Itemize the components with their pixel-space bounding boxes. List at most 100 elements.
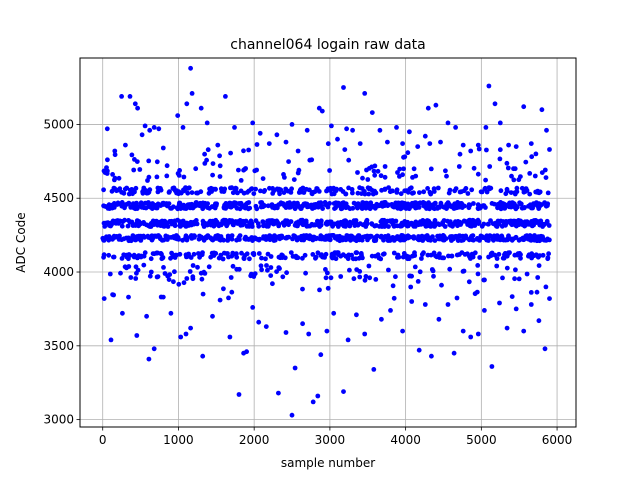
data-point: [485, 233, 491, 239]
data-point: [301, 201, 307, 207]
data-point: [432, 218, 438, 223]
data-point: [475, 263, 481, 268]
data-point: [309, 191, 315, 197]
data-point: [274, 269, 279, 274]
data-point: [265, 251, 271, 257]
data-point: [391, 204, 397, 210]
data-point: [513, 218, 518, 224]
data-point: [427, 189, 433, 195]
data-point: [293, 222, 298, 228]
data-point: [296, 204, 301, 209]
data-point: [379, 316, 384, 322]
data-point: [395, 234, 400, 239]
data-point: [164, 173, 170, 179]
data-point: [176, 281, 182, 287]
data-point: [382, 174, 388, 180]
data-point: [249, 220, 255, 226]
data-point: [462, 252, 468, 257]
data-point: [536, 263, 542, 268]
data-point: [340, 202, 346, 208]
data-point: [191, 251, 197, 257]
data-point: [484, 147, 489, 153]
data-point: [431, 186, 437, 192]
data-point: [318, 218, 324, 224]
y-axis-ticks: 3000 3500 4000 4500 5000: [43, 117, 80, 427]
data-point: [524, 271, 530, 277]
data-point: [329, 191, 335, 197]
data-point: [276, 186, 282, 192]
data-point: [300, 255, 305, 261]
data-point: [135, 105, 141, 111]
data-point: [547, 147, 552, 152]
data-point: [435, 185, 441, 191]
data-point: [135, 235, 141, 241]
data-point: [174, 189, 180, 194]
data-point: [204, 157, 210, 163]
data-point: [175, 113, 181, 118]
data-point: [127, 187, 133, 193]
data-point: [537, 222, 543, 228]
data-point: [160, 145, 166, 151]
data-point: [401, 166, 406, 172]
data-point: [168, 310, 174, 316]
data-point: [252, 235, 258, 241]
data-point: [509, 173, 514, 179]
data-point: [154, 174, 160, 180]
data-point: [184, 101, 190, 107]
data-point: [230, 201, 236, 207]
data-point: [111, 292, 116, 298]
data-point: [329, 123, 334, 129]
data-point: [324, 328, 330, 334]
data-point: [516, 276, 522, 282]
data-point: [542, 346, 548, 352]
data-point: [307, 187, 312, 193]
data-point: [125, 223, 131, 229]
data-point: [314, 186, 320, 192]
data-point: [345, 337, 351, 343]
data-point: [364, 200, 369, 206]
data-point: [257, 130, 263, 136]
data-point: [534, 289, 540, 295]
data-point: [394, 190, 400, 195]
data-point: [289, 412, 295, 418]
data-point: [334, 202, 340, 207]
data-point: [429, 267, 435, 272]
data-point: [310, 206, 315, 211]
data-point: [238, 188, 244, 194]
data-point: [171, 185, 177, 191]
data-point: [127, 219, 133, 225]
data-point: [449, 253, 455, 259]
data-point: [363, 274, 369, 279]
data-point: [121, 252, 127, 258]
data-point: [198, 105, 204, 111]
data-point: [183, 223, 189, 229]
data-point: [251, 191, 257, 197]
data-point: [302, 235, 307, 241]
data-point: [443, 168, 448, 174]
data-point: [289, 186, 294, 192]
data-point: [204, 120, 210, 126]
data-point: [372, 188, 378, 194]
data-point: [388, 308, 393, 313]
data-point: [455, 203, 461, 209]
data-point: [417, 200, 423, 206]
data-point: [487, 186, 493, 192]
data-point: [508, 190, 514, 196]
data-point: [329, 221, 334, 227]
data-point: [247, 205, 253, 211]
data-point: [441, 204, 447, 210]
data-point: [210, 313, 215, 319]
data-point: [338, 253, 344, 259]
data-point: [274, 132, 280, 138]
data-point: [146, 356, 152, 362]
data-point: [400, 328, 405, 334]
data-point: [118, 270, 123, 276]
x-tick-label: 6000: [542, 433, 573, 447]
data-point: [149, 206, 155, 212]
data-point: [315, 204, 321, 210]
data-point: [463, 235, 469, 241]
data-point: [535, 275, 541, 280]
data-point: [217, 297, 223, 303]
data-point: [460, 269, 466, 274]
data-point: [415, 279, 421, 284]
